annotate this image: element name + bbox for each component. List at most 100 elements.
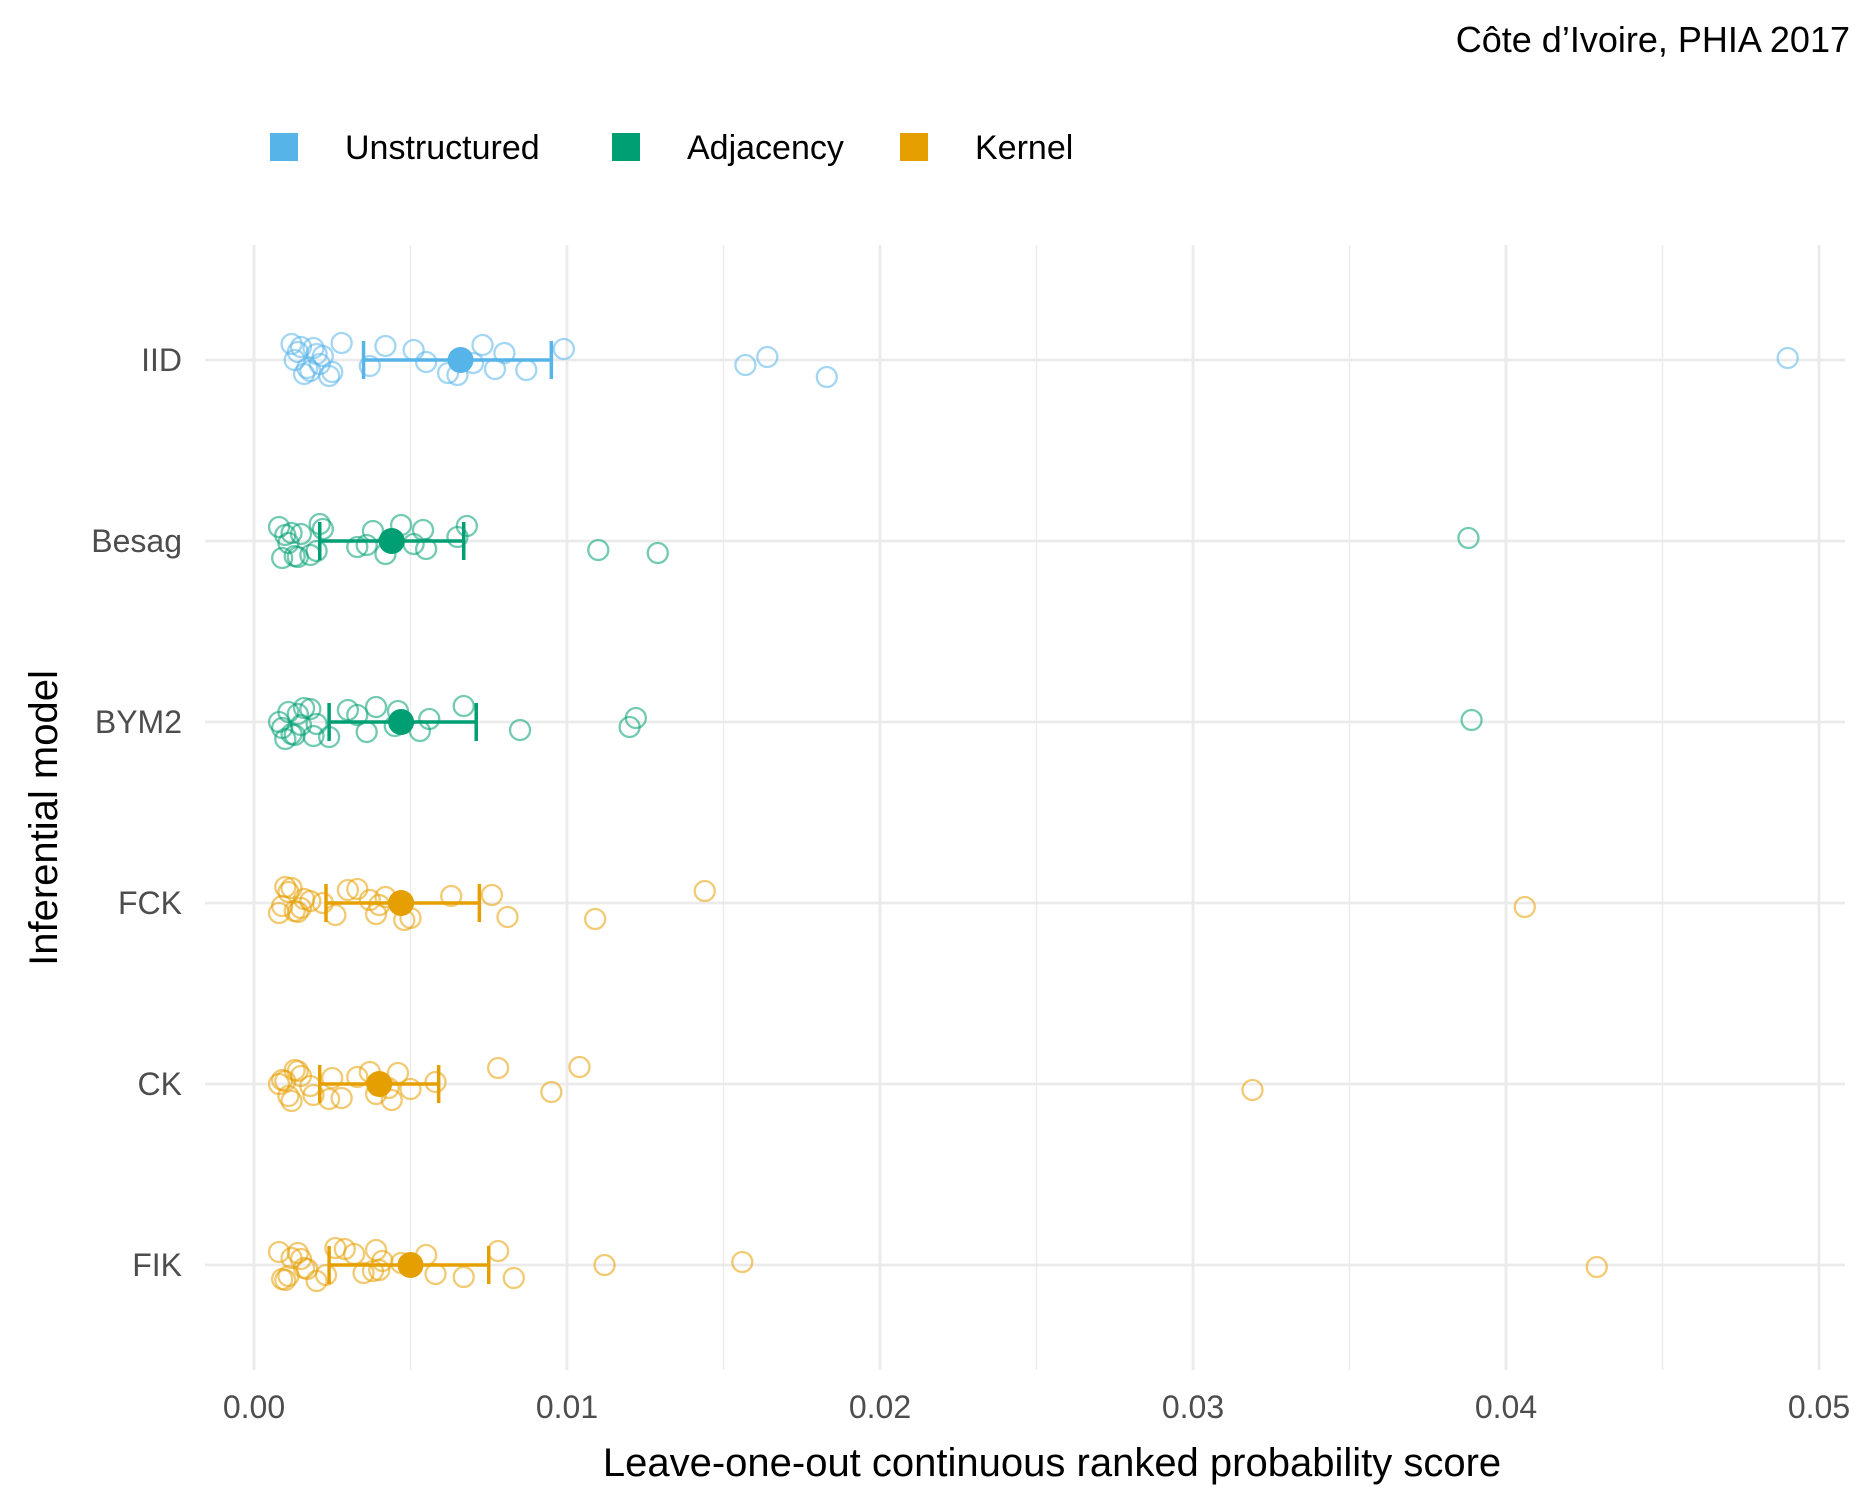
data-point bbox=[584, 907, 607, 931]
data-point bbox=[452, 694, 475, 718]
data-point bbox=[299, 889, 322, 913]
data-point bbox=[330, 1086, 353, 1110]
data-point bbox=[380, 1088, 403, 1112]
data-point bbox=[508, 718, 532, 742]
legend-label: Adjacency bbox=[687, 129, 844, 167]
data-point bbox=[289, 522, 313, 546]
data-point bbox=[374, 334, 397, 358]
data-point bbox=[480, 883, 504, 907]
data-point bbox=[286, 1059, 309, 1083]
data-point bbox=[280, 332, 303, 356]
data-point bbox=[693, 879, 716, 903]
y-axis-ticks: IID Besag BYM2 FCK CK FIK bbox=[91, 342, 182, 1283]
data-point bbox=[486, 1056, 510, 1080]
data-point bbox=[1241, 1078, 1264, 1102]
data-point bbox=[587, 538, 610, 562]
mean-point bbox=[397, 1252, 424, 1278]
data-point bbox=[402, 532, 425, 556]
data-point bbox=[324, 1236, 347, 1260]
data-point bbox=[274, 1268, 297, 1292]
data-point bbox=[568, 1055, 591, 1079]
data-point bbox=[267, 901, 291, 925]
mean-point bbox=[388, 890, 415, 916]
legend-item-kernel: Kernel bbox=[900, 129, 1073, 167]
legend-swatch bbox=[270, 133, 298, 161]
data-point bbox=[302, 724, 325, 748]
data-point bbox=[311, 517, 335, 541]
data-point bbox=[493, 341, 516, 365]
data-point bbox=[280, 1089, 303, 1113]
x-tick-label: 0.00 bbox=[223, 1389, 285, 1425]
legend-swatch bbox=[612, 133, 640, 161]
y-tick-label-bym2: BYM2 bbox=[95, 704, 182, 740]
data-point bbox=[815, 365, 838, 389]
series-fck bbox=[267, 875, 1536, 932]
data-point bbox=[515, 358, 538, 382]
x-tick-label: 0.04 bbox=[1475, 1389, 1537, 1425]
data-point bbox=[502, 1266, 525, 1290]
data-point bbox=[411, 518, 435, 542]
data-point bbox=[352, 1261, 375, 1285]
data-point bbox=[280, 521, 303, 545]
data-point bbox=[346, 703, 369, 727]
data-point bbox=[446, 525, 469, 549]
data-point bbox=[452, 1265, 475, 1289]
data-point bbox=[731, 1250, 754, 1274]
data-point bbox=[593, 1253, 616, 1277]
data-point bbox=[440, 884, 463, 908]
data-point bbox=[289, 1247, 313, 1271]
data-point bbox=[1513, 895, 1536, 919]
data-point bbox=[364, 1238, 388, 1262]
data-point bbox=[271, 546, 294, 570]
legend-item-unstructured: Unstructured bbox=[270, 129, 540, 167]
data-point bbox=[1776, 346, 1799, 370]
data-point bbox=[274, 875, 297, 899]
mean-point bbox=[447, 347, 474, 373]
data-point bbox=[1460, 708, 1483, 732]
y-axis-title: Inferential model bbox=[22, 670, 66, 966]
data-point bbox=[486, 1239, 510, 1263]
data-point bbox=[330, 331, 353, 355]
data-point bbox=[280, 722, 303, 746]
grid bbox=[205, 245, 1845, 1370]
chart-marks bbox=[267, 331, 1799, 1293]
x-axis-title: Leave-one-out continuous ranked probabil… bbox=[603, 1441, 1501, 1485]
data-point bbox=[471, 333, 494, 357]
data-point bbox=[1457, 526, 1480, 550]
data-point bbox=[1585, 1255, 1608, 1279]
data-point bbox=[361, 1259, 385, 1283]
data-point bbox=[346, 1065, 369, 1089]
data-point bbox=[346, 877, 369, 901]
x-axis-ticks: 0.00 0.01 0.02 0.03 0.04 0.05 bbox=[223, 1389, 1850, 1425]
data-point bbox=[734, 353, 757, 377]
data-point bbox=[283, 544, 306, 568]
data-point bbox=[299, 697, 322, 721]
data-point bbox=[358, 354, 381, 378]
mean-point bbox=[388, 709, 415, 735]
series-bym2 bbox=[267, 694, 1483, 751]
data-point bbox=[418, 707, 441, 731]
data-point bbox=[424, 1262, 447, 1286]
data-point bbox=[267, 1240, 291, 1264]
series-besag bbox=[267, 512, 1480, 570]
data-point bbox=[296, 356, 319, 380]
data-point bbox=[618, 715, 641, 739]
data-point bbox=[267, 1072, 291, 1096]
legend-swatch bbox=[900, 133, 928, 161]
x-tick-label: 0.01 bbox=[536, 1389, 598, 1425]
data-point bbox=[646, 541, 669, 565]
mean-point bbox=[366, 1071, 393, 1097]
data-point bbox=[496, 905, 519, 929]
series-iid bbox=[280, 331, 1799, 389]
data-point bbox=[346, 535, 369, 559]
data-point bbox=[355, 533, 378, 557]
legend: Unstructured Adjacency Kernel bbox=[270, 129, 1073, 167]
data-point bbox=[305, 539, 328, 563]
data-point bbox=[756, 345, 779, 369]
x-tick-label: 0.05 bbox=[1788, 1389, 1850, 1425]
data-point bbox=[305, 1269, 328, 1293]
legend-label: Kernel bbox=[975, 129, 1073, 167]
data-point bbox=[355, 720, 378, 744]
data-point bbox=[321, 1066, 344, 1090]
data-point bbox=[286, 702, 309, 726]
